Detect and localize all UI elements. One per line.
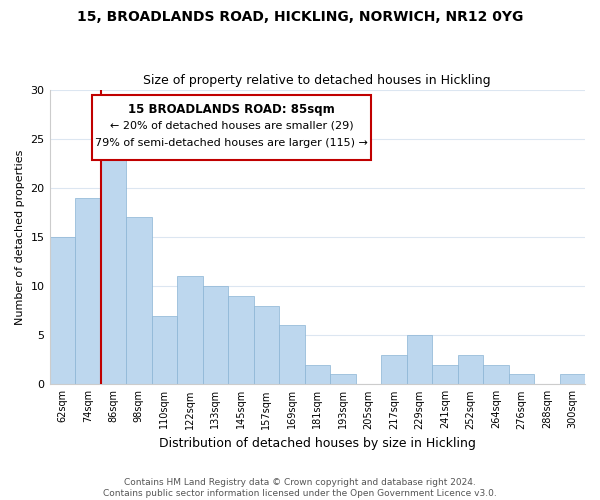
Bar xyxy=(75,198,101,384)
Bar xyxy=(305,364,330,384)
Bar xyxy=(279,326,305,384)
Bar xyxy=(126,218,152,384)
Title: Size of property relative to detached houses in Hickling: Size of property relative to detached ho… xyxy=(143,74,491,87)
Text: Contains HM Land Registry data © Crown copyright and database right 2024.
Contai: Contains HM Land Registry data © Crown c… xyxy=(103,478,497,498)
Bar xyxy=(407,335,432,384)
Bar xyxy=(509,374,534,384)
Bar xyxy=(330,374,356,384)
FancyBboxPatch shape xyxy=(92,96,371,160)
Bar xyxy=(381,355,407,384)
Bar xyxy=(152,316,177,384)
Bar xyxy=(254,306,279,384)
Text: 15, BROADLANDS ROAD, HICKLING, NORWICH, NR12 0YG: 15, BROADLANDS ROAD, HICKLING, NORWICH, … xyxy=(77,10,523,24)
Text: 15 BROADLANDS ROAD: 85sqm: 15 BROADLANDS ROAD: 85sqm xyxy=(128,103,335,116)
Bar xyxy=(50,237,75,384)
X-axis label: Distribution of detached houses by size in Hickling: Distribution of detached houses by size … xyxy=(159,437,476,450)
Bar xyxy=(203,286,228,384)
Bar xyxy=(432,364,458,384)
Bar xyxy=(483,364,509,384)
Text: 79% of semi-detached houses are larger (115) →: 79% of semi-detached houses are larger (… xyxy=(95,138,368,148)
Bar xyxy=(177,276,203,384)
Bar xyxy=(560,374,585,384)
Text: ← 20% of detached houses are smaller (29): ← 20% of detached houses are smaller (29… xyxy=(110,120,353,130)
Bar xyxy=(228,296,254,384)
Bar xyxy=(101,158,126,384)
Y-axis label: Number of detached properties: Number of detached properties xyxy=(15,149,25,324)
Bar xyxy=(458,355,483,384)
